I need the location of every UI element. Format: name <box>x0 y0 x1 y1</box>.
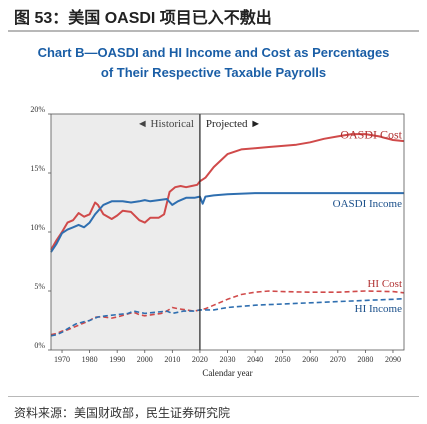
y-tick-label: 10% <box>30 223 45 232</box>
series-layer <box>50 133 405 337</box>
axes-layer: 0% 5% 10% 15% 20% 1970 1980 1990 2000 2010 2020 203… <box>30 105 405 364</box>
x-tick-label: 1970 <box>54 355 70 364</box>
series-line-oasdi-income <box>50 192 404 253</box>
title-rule <box>8 30 419 32</box>
x-axis-label: Calendar year <box>202 368 252 378</box>
x-tick-label: 2000 <box>137 355 153 364</box>
x-tick-label: 2080 <box>357 355 373 364</box>
y-tick-label: 15% <box>30 164 45 173</box>
x-tick-label: 2070 <box>330 355 346 364</box>
series-line-oasdi-cost <box>50 133 405 251</box>
y-tick-label: 0% <box>34 341 45 350</box>
x-tick-label: 2050 <box>275 355 291 364</box>
line-chart: 0% 5% 10% 15% 20% 1970 1980 1990 2000 2010 2020 203… <box>30 105 405 378</box>
x-tick-label: 2030 <box>220 355 236 364</box>
y-tick-label: 20% <box>30 105 45 114</box>
x-tick-label: 2020 <box>192 355 208 364</box>
series-label-hi-income: HI Income <box>355 303 402 315</box>
x-tick-label: 2010 <box>164 355 180 364</box>
historical-shading <box>51 114 200 350</box>
x-tick-label: 1990 <box>109 355 125 364</box>
x-tick-label: 2060 <box>302 355 318 364</box>
projected-label: Projected ► <box>206 118 261 130</box>
x-tick-label: 1980 <box>82 355 98 364</box>
x-tick-label: 2040 <box>247 355 263 364</box>
source-note: 资料来源：美国财政部，民生证券研究院 <box>14 406 231 420</box>
source-rule <box>8 396 419 397</box>
chart-subtitle: of Their Respective Taxable Payrolls <box>100 65 327 80</box>
figure-title: 图 53：美国 OASDI 项目已入不敷出 <box>14 10 272 27</box>
y-tick-label: 5% <box>34 282 45 291</box>
x-tick-label: 2090 <box>385 355 401 364</box>
series-label-oasdi-cost: OASDI Cost <box>340 128 402 142</box>
historical-label: ◄ Historical <box>137 118 194 130</box>
series-label-oasdi-income: OASDI Income <box>333 198 402 210</box>
series-label-hi-cost: HI Cost <box>367 278 402 290</box>
series-line-hi-income <box>50 297 405 337</box>
chart-title: Chart B—OASDI and HI Income and Cost as … <box>37 45 390 60</box>
